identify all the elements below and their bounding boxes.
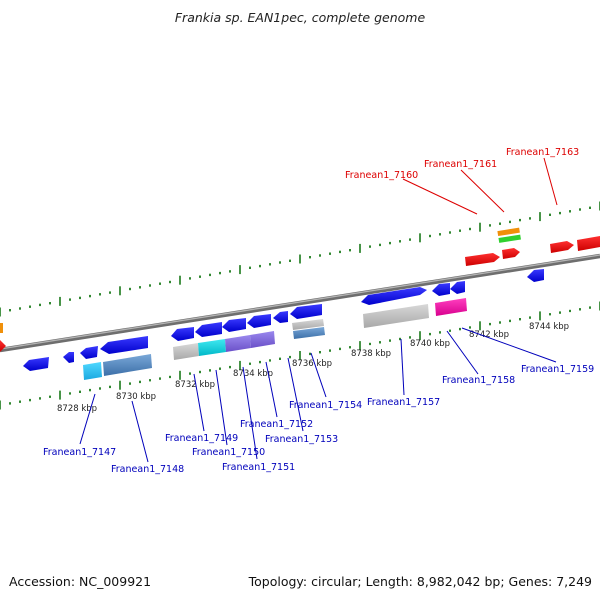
accession-text: Accession: NC_009921 <box>9 574 152 589</box>
gene-blue-n[interactable] <box>527 269 544 282</box>
gene-Franean1_7157[interactable] <box>363 304 429 328</box>
gene-Franean1_7147[interactable] <box>83 362 102 380</box>
gene-blue-m[interactable] <box>450 281 465 294</box>
gene-label[interactable]: Franean1_7158 <box>442 375 515 386</box>
gene-red-right[interactable] <box>577 236 600 251</box>
gene-blue-k[interactable] <box>361 287 427 305</box>
gene-Franean1_7161[interactable] <box>497 227 521 243</box>
gene-label[interactable]: Franean1_7153 <box>265 434 338 445</box>
gene-blue-g[interactable] <box>222 318 246 332</box>
gene-red-arrow[interactable] <box>502 248 520 259</box>
gene-label[interactable]: Franean1_7149 <box>165 433 238 444</box>
gene-label[interactable]: Franean1_7148 <box>111 464 184 475</box>
gene-Franean1_7163[interactable] <box>550 241 574 253</box>
reverse-genes <box>23 269 544 380</box>
kbp-scale: 8728 kbp 8730 kbp 8732 kbp 8734 kbp 8736… <box>57 322 569 414</box>
gene-blue-j[interactable] <box>290 304 322 319</box>
upper-tick-track <box>0 201 600 317</box>
gene-blue-e[interactable] <box>171 327 194 341</box>
gene-blue-h[interactable] <box>247 314 271 328</box>
gene-Franean1_7150[interactable] <box>198 339 226 356</box>
gene-label[interactable]: Franean1_7157 <box>367 397 440 408</box>
kbp-label: 8744 kbp <box>529 322 569 332</box>
gene-Franean1_7148[interactable] <box>103 354 152 376</box>
kbp-label: 8742 kbp <box>469 330 509 340</box>
kbp-label: 8730 kbp <box>116 392 156 402</box>
gene-red-left-edge[interactable] <box>0 340 6 352</box>
gene-Franean1_7160[interactable] <box>465 253 500 266</box>
gene-label[interactable]: Franean1_7147 <box>43 447 116 458</box>
genome-backbone-highlight <box>0 254 600 350</box>
kbp-label: 8740 kbp <box>410 339 450 349</box>
gene-orange-left-edge[interactable] <box>0 323 3 333</box>
genome-summary-text: Topology: circular; Length: 8,982,042 bp… <box>248 574 592 589</box>
gene-label[interactable]: Franean1_7159 <box>521 364 594 375</box>
gene-blue-b[interactable] <box>63 352 74 363</box>
gene-blue-a[interactable] <box>23 357 49 371</box>
gene-label[interactable]: Franean1_7150 <box>192 447 265 458</box>
gene-label[interactable]: Franean1_7154 <box>289 400 362 411</box>
gene-label[interactable]: Franean1_7160 <box>345 170 418 181</box>
kbp-label: 8736 kbp <box>292 359 332 369</box>
lower-tick-track <box>0 301 600 410</box>
kbp-label: 8728 kbp <box>57 404 97 414</box>
gene-blue-d[interactable] <box>100 336 148 354</box>
kbp-label: 8732 kbp <box>175 380 215 390</box>
gene-blue-c[interactable] <box>80 346 98 359</box>
gene-label[interactable]: Franean1_7163 <box>506 147 579 158</box>
forward-genes <box>0 227 600 352</box>
gene-Franean1_7158[interactable] <box>435 298 467 316</box>
gene-label[interactable]: Franean1_7152 <box>240 419 313 430</box>
gene-labels: Franean1_7160 Franean1_7161 Franean1_716… <box>43 147 594 475</box>
gene-blue-l[interactable] <box>432 283 450 296</box>
gene-Franean1_7153[interactable] <box>292 319 324 330</box>
gene-Franean1_7151[interactable] <box>225 335 251 352</box>
kbp-label: 8738 kbp <box>351 349 391 359</box>
genome-backbone <box>0 253 600 353</box>
gene-blue-i[interactable] <box>273 311 288 323</box>
leader-lines <box>79 157 558 463</box>
gene-Franean1_7152[interactable] <box>250 331 275 348</box>
gene-label[interactable]: Franean1_7161 <box>424 159 497 170</box>
genome-title: Frankia sp. EAN1pec, complete genome <box>174 10 426 25</box>
gene-Franean1_7154[interactable] <box>293 327 325 339</box>
gene-blue-f[interactable] <box>195 322 222 337</box>
kbp-label: 8734 kbp <box>233 369 273 379</box>
gene-label[interactable]: Franean1_7151 <box>222 462 295 473</box>
gene-Franean1_7149[interactable] <box>173 343 199 360</box>
